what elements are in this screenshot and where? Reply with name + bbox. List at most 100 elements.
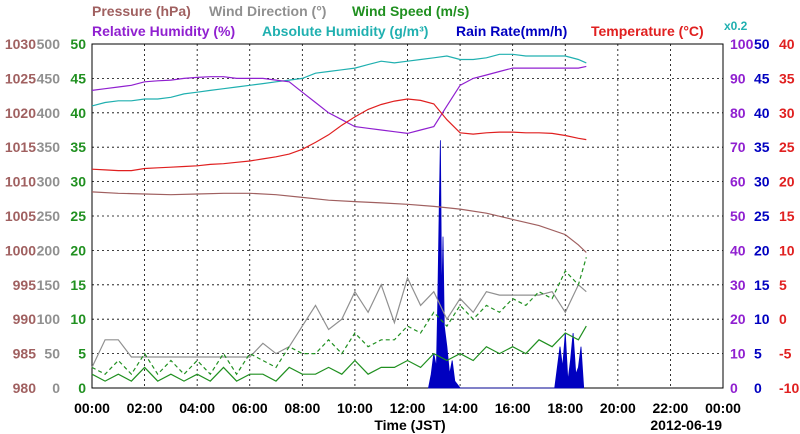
left-axis-tick: 500 [37, 36, 61, 52]
series-temperature-c [91, 98, 587, 172]
left-axis-tick: 1015 [5, 139, 36, 155]
x-axis-tick: 10:00 [337, 400, 373, 416]
series-wind-direction [91, 276, 587, 368]
right-axis-tick: 20 [754, 242, 770, 258]
legend-item: Pressure (hPa) [92, 3, 191, 19]
right-axis-tick: 25 [779, 139, 795, 155]
right-axis-tick: 50 [730, 208, 746, 224]
legend-item: Rain Rate(mm/h) [456, 23, 567, 39]
left-axis-tick: 40 [70, 105, 86, 121]
right-axis-tick: 0 [754, 380, 762, 396]
date-label: 2012-06-19 [650, 417, 722, 433]
right-axis-tick: -10 [779, 380, 799, 396]
legend-item: Temperature (°C) [591, 23, 704, 39]
left-axis-tick: 400 [37, 105, 61, 121]
x-axis-tick: 16:00 [495, 400, 531, 416]
right-axis-tick: 70 [730, 139, 746, 155]
x-axis-tick: 12:00 [390, 400, 426, 416]
left-axis-tick: 0 [78, 380, 86, 396]
right-axis-tick: 45 [754, 70, 770, 86]
series-wind-speed-m-s [91, 325, 587, 382]
legend-item: Absolute Humidity (g/m³) [262, 23, 428, 39]
left-axis-tick: 50 [70, 36, 86, 52]
left-axis-tick: 995 [13, 277, 37, 293]
series-absolute-humidity-g-m [91, 53, 587, 107]
left-axis-tick: 35 [70, 139, 86, 155]
x-axis-label: Time (JST) [374, 417, 445, 433]
abs-humidity-scale-note: x0.2 [724, 19, 748, 33]
left-axis-tick: 5 [78, 346, 86, 362]
right-axis-tick: 10 [754, 311, 770, 327]
x-axis-tick: 06:00 [232, 400, 268, 416]
left-axis-tick: 150 [37, 277, 61, 293]
series-relative-humidity [91, 65, 587, 135]
right-axis-tick: 5 [754, 346, 762, 362]
right-axis-tick: 0 [779, 311, 787, 327]
legend-item: Wind Speed (m/s) [352, 3, 469, 19]
plot-area [91, 43, 724, 389]
left-axis-tick: 985 [13, 346, 37, 362]
series-rain-rate-mm-h [428, 140, 585, 389]
x-axis-tick: 14:00 [442, 400, 478, 416]
series-pressure-hpa [91, 191, 587, 253]
right-axis-tick: 30 [779, 105, 795, 121]
left-axis-tick: 30 [70, 174, 86, 190]
right-axes: 1009080706050403020100504540353025201510… [730, 36, 799, 396]
left-axis-tick: 45 [70, 70, 86, 86]
right-axis-tick: 20 [779, 174, 795, 190]
right-axis-tick: 10 [730, 346, 746, 362]
right-axis-tick: 15 [779, 208, 795, 224]
right-axis-tick: 5 [779, 277, 787, 293]
right-axis-tick: 20 [730, 311, 746, 327]
left-axis-tick: 200 [37, 242, 61, 258]
left-axis-tick: 0 [52, 380, 60, 396]
x-axis-tick: 18:00 [547, 400, 583, 416]
left-axis-tick: 25 [70, 208, 86, 224]
left-axis-tick: 15 [70, 277, 86, 293]
left-axis-tick: 450 [37, 70, 61, 86]
right-axis-tick: 0 [730, 380, 738, 396]
legend-item: Wind Direction (°) [209, 3, 326, 19]
left-axis-tick: 1030 [5, 36, 36, 52]
x-axis-tick: 20:00 [600, 400, 636, 416]
legend: Pressure (hPa) Wind Direction (°) Wind Spe… [92, 3, 748, 39]
right-axis-tick: 80 [730, 105, 746, 121]
left-axis-tick: 1005 [5, 208, 36, 224]
right-axis-tick: 10 [779, 242, 795, 258]
left-axis-tick: 980 [13, 380, 37, 396]
right-axis-tick: 90 [730, 70, 746, 86]
right-axis-tick: 35 [779, 70, 795, 86]
right-axis-tick: 25 [754, 208, 770, 224]
x-axis-tick: 04:00 [179, 400, 215, 416]
left-axis-tick: 350 [37, 139, 61, 155]
left-axis-tick: 1010 [5, 174, 36, 190]
x-axis-tick: 08:00 [284, 400, 320, 416]
series-wind-speed-gust-m-s [91, 257, 587, 376]
right-axis-tick: 40 [730, 242, 746, 258]
right-axis-tick: 100 [730, 36, 754, 52]
right-axis-tick: 40 [754, 105, 770, 121]
left-axis-tick: 20 [70, 242, 86, 258]
left-axis-tick: 300 [37, 174, 61, 190]
left-axis-tick: 50 [44, 346, 60, 362]
left-axis-tick: 250 [37, 208, 61, 224]
left-axis-tick: 1025 [5, 70, 36, 86]
legend-item: Relative Humidity (%) [92, 23, 235, 39]
x-axis-tick: 02:00 [127, 400, 163, 416]
right-axis-tick: 60 [730, 174, 746, 190]
x-axis-tick: 22:00 [653, 400, 689, 416]
left-axes: 1030102510201015101010051000995990985980… [5, 36, 86, 396]
right-axis-tick: -5 [779, 346, 792, 362]
left-axis-tick: 990 [13, 311, 37, 327]
right-axis-tick: 30 [730, 277, 746, 293]
right-axis-tick: 50 [754, 36, 770, 52]
x-axis-tick: 00:00 [74, 400, 110, 416]
left-axis-tick: 1020 [5, 105, 36, 121]
left-axis-tick: 100 [37, 311, 61, 327]
right-axis-tick: 15 [754, 277, 770, 293]
left-axis-tick: 10 [70, 311, 86, 327]
x-axis-tick: 00:00 [705, 400, 741, 416]
left-axis-tick: 1000 [5, 242, 36, 258]
x-axis: 00:00 02:00 04:00 06:00 08:00 10:00 12:00 14:00… [74, 400, 741, 433]
